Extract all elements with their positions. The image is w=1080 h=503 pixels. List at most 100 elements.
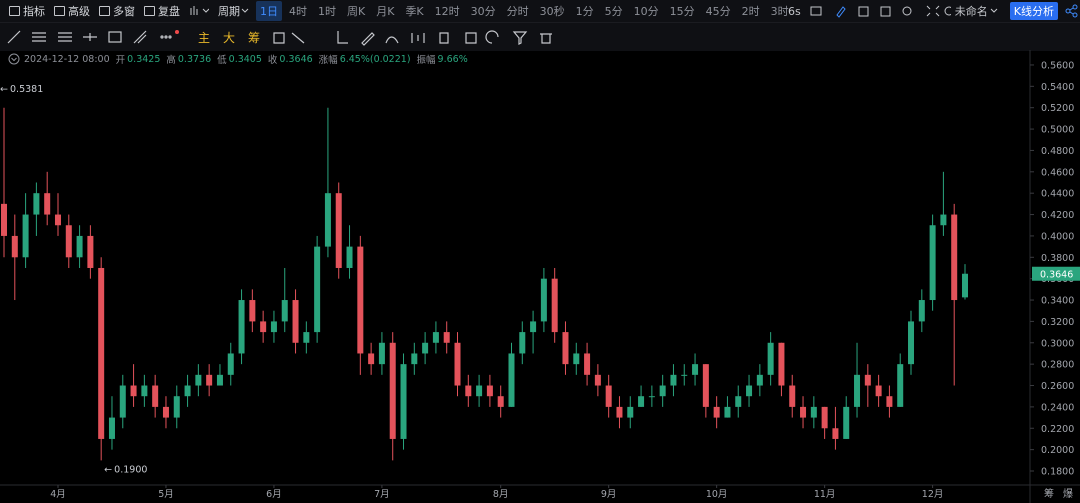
info-label: 收 <box>267 55 278 66</box>
period-label: 周期 <box>218 5 240 18</box>
menu-label: 多窗 <box>113 5 135 18</box>
candle-body <box>422 342 429 354</box>
high-marker-arrow: ← <box>0 84 8 95</box>
candle-body <box>908 321 915 365</box>
period-button[interactable]: 分时 <box>506 5 529 18</box>
candle-body <box>324 193 331 247</box>
y-tick-label: 0.3200 <box>1041 317 1074 328</box>
candle-body <box>594 374 601 386</box>
candle-body <box>130 385 137 397</box>
top-right-tools: 6s 未命名 K线分析 <box>788 0 1080 22</box>
y-tick-label: 0.4000 <box>1041 231 1074 242</box>
footer-button[interactable]: 筹 <box>1044 487 1054 500</box>
candle-body <box>119 385 126 418</box>
candle-body <box>314 246 321 333</box>
period-button[interactable]: 10分 <box>633 5 659 18</box>
menu-icon <box>144 6 155 16</box>
candle-body <box>756 374 763 386</box>
candle-body <box>519 332 526 354</box>
candle-body <box>454 342 461 386</box>
x-tick-label: 4月 <box>50 489 66 500</box>
period-button[interactable]: 1分 <box>575 5 594 18</box>
period-button[interactable]: 12时 <box>434 5 460 18</box>
candle-body <box>44 193 51 215</box>
candle-body <box>789 385 796 407</box>
period-button[interactable]: 30分 <box>470 5 496 18</box>
refresh-rate[interactable]: 6s <box>788 4 801 18</box>
menu-item[interactable]: 复盘 <box>144 3 180 19</box>
tool-icons <box>810 5 951 18</box>
candle-body <box>98 267 105 439</box>
period-button[interactable]: 季K <box>405 5 424 18</box>
menu-group: 指标 高级 多窗 复盘 <box>0 3 180 19</box>
candle-body <box>432 332 439 343</box>
period-button[interactable]: 4时 <box>289 5 307 18</box>
x-tick-label: 8月 <box>493 489 509 500</box>
candle-body <box>659 385 666 397</box>
period-button[interactable]: 1日 <box>256 1 282 21</box>
candle-body <box>735 396 742 407</box>
period-button[interactable]: 1时 <box>318 5 336 18</box>
menu-item[interactable]: 指标 <box>9 3 45 19</box>
candle-body <box>260 321 267 333</box>
last-price-tag <box>1032 266 1080 281</box>
top-toolbar: 指标 高级 多窗 复盘 周期 1日 4时 1时 周K 月K 季K 12时 30分 分时 30秒 1分 5分 1… <box>0 0 1080 22</box>
candle-body <box>162 406 169 418</box>
menu-icon <box>99 6 110 16</box>
menu-item[interactable]: 多窗 <box>99 3 135 19</box>
info-value: 9.66% <box>437 53 468 65</box>
period-button[interactable]: 月K <box>376 5 395 18</box>
candle-body <box>605 385 612 407</box>
drawing-toolbar: 主大筹 <box>0 22 1080 51</box>
candle-body <box>389 342 396 439</box>
candle-body <box>540 278 547 322</box>
info-label: 低 <box>217 55 227 66</box>
candle-body <box>670 374 677 386</box>
info-value: 0.3425 <box>127 53 161 65</box>
candle-body <box>843 406 850 439</box>
candle-body <box>713 406 720 418</box>
info-value: 0.3646 <box>279 53 313 65</box>
candle-body <box>206 374 213 386</box>
candle-body <box>368 353 375 365</box>
candle-body <box>76 235 83 258</box>
candle-body <box>951 214 958 301</box>
y-tick-label: 0.4600 <box>1041 167 1074 178</box>
period-button[interactable]: 45分 <box>705 5 731 18</box>
menu-icon <box>9 6 20 16</box>
candle-body <box>1 203 7 236</box>
y-tick-label: 0.3400 <box>1041 296 1074 307</box>
period-button[interactable]: 周K <box>347 5 366 18</box>
y-tick-label: 0.4800 <box>1041 146 1074 157</box>
period-button[interactable]: 30秒 <box>539 5 565 18</box>
candle-body <box>108 417 115 439</box>
period-button[interactable]: 15分 <box>669 5 695 18</box>
y-tick-label: 0.2800 <box>1041 360 1074 371</box>
x-tick-label: 10月 <box>706 489 728 500</box>
menu-label: 指标 <box>23 5 45 18</box>
period-menu[interactable]: 周期 <box>218 3 250 19</box>
period-button[interactable]: 5分 <box>604 5 623 18</box>
x-tick-label: 9月 <box>601 489 617 500</box>
y-tick-label: 0.4200 <box>1041 210 1074 221</box>
candle-body <box>800 406 807 418</box>
layout-name[interactable]: 未命名 <box>954 5 988 18</box>
analysis-button[interactable]: K线分析 <box>1009 2 1058 20</box>
footer-button[interactable]: 爆 <box>1063 488 1073 500</box>
candle-body <box>270 321 277 333</box>
menu-icon <box>54 6 65 16</box>
y-tick-label: 0.5400 <box>1041 82 1074 93</box>
candle-body <box>173 396 180 418</box>
candle-body <box>292 300 299 343</box>
menu-label: 复盘 <box>158 5 180 18</box>
chart-type-button[interactable] <box>189 6 209 16</box>
high-marker: 0.5381 <box>10 84 43 95</box>
period-button[interactable]: 3时 <box>770 5 789 18</box>
x-tick-label: 12月 <box>922 489 944 500</box>
period-button[interactable]: 2时 <box>741 5 760 18</box>
candle-body <box>821 406 828 429</box>
menu-item[interactable]: 高级 <box>54 3 90 19</box>
candle-body <box>281 300 288 322</box>
candle-body <box>929 225 936 301</box>
candle-body <box>346 246 353 268</box>
